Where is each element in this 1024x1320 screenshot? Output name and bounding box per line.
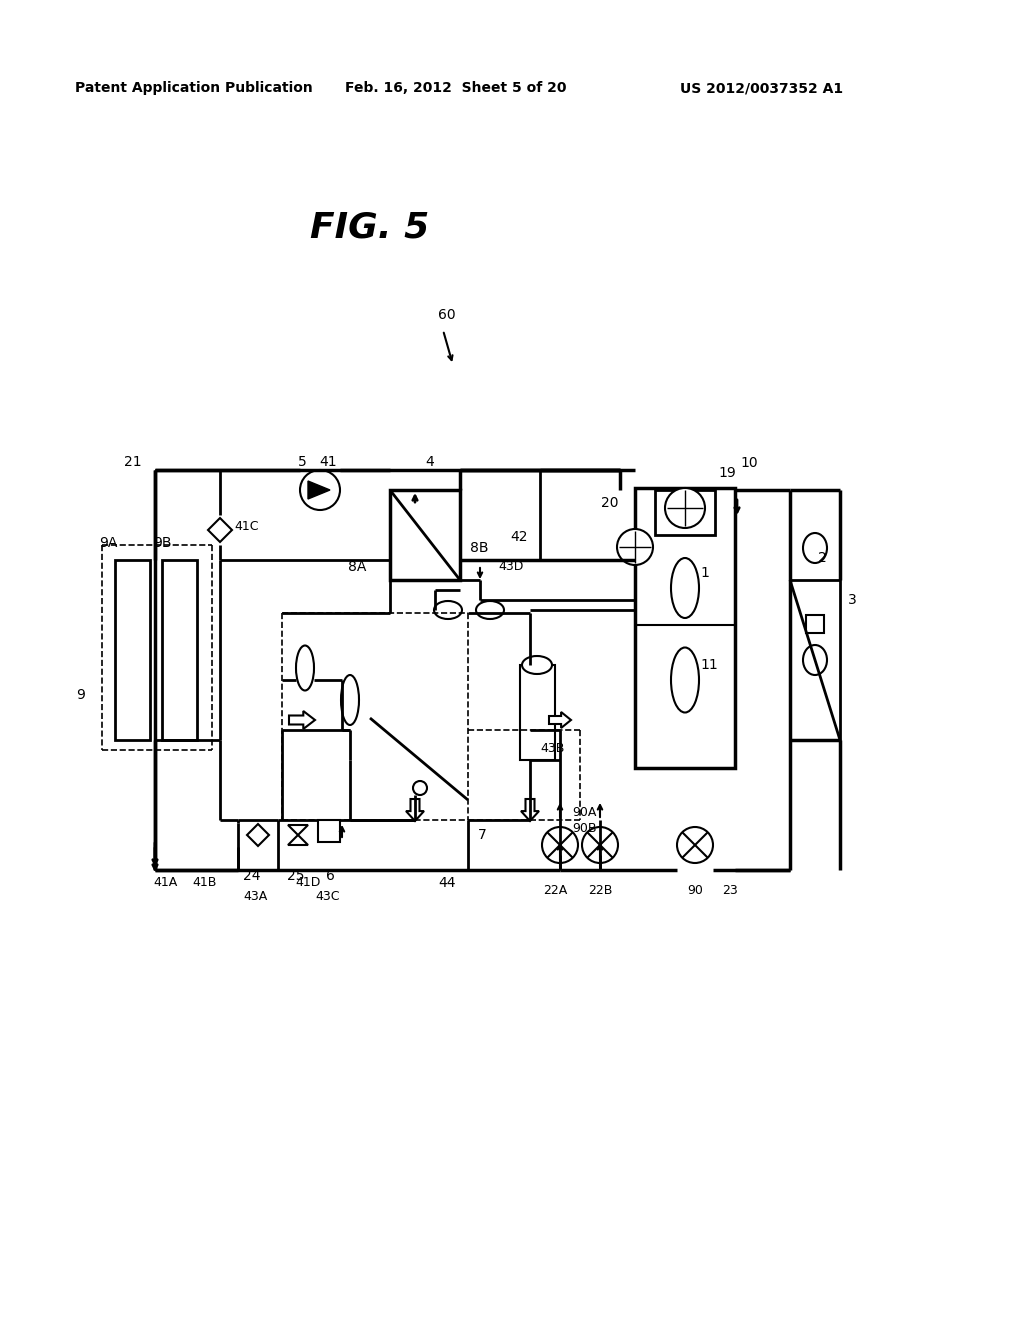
Text: 43A: 43A (244, 891, 268, 903)
Text: 6: 6 (326, 869, 335, 883)
Text: 90A: 90A (572, 805, 596, 818)
Ellipse shape (341, 675, 359, 725)
Ellipse shape (803, 533, 827, 564)
Text: Feb. 16, 2012  Sheet 5 of 20: Feb. 16, 2012 Sheet 5 of 20 (345, 81, 566, 95)
Text: 90B: 90B (572, 821, 597, 834)
Bar (655, 490, 715, 535)
Text: 41: 41 (319, 455, 337, 469)
Bar (790, 579, 840, 741)
Text: 43B: 43B (540, 742, 564, 755)
Text: 41A: 41A (153, 876, 177, 890)
Ellipse shape (296, 645, 314, 690)
Text: 25: 25 (288, 869, 305, 883)
Circle shape (677, 828, 713, 863)
Text: 41B: 41B (193, 876, 217, 890)
Text: 60: 60 (438, 308, 456, 322)
Circle shape (617, 529, 653, 565)
Text: 21: 21 (124, 455, 142, 469)
Bar (520, 665, 555, 760)
Text: 11: 11 (700, 657, 718, 672)
Text: 44: 44 (438, 876, 456, 890)
Text: 3: 3 (848, 593, 857, 607)
Text: 20: 20 (600, 496, 618, 510)
Ellipse shape (803, 645, 827, 675)
Text: 22B: 22B (588, 883, 612, 896)
Text: 43D: 43D (498, 561, 523, 573)
Text: 43C: 43C (315, 891, 340, 903)
Ellipse shape (434, 601, 462, 619)
Text: 9B: 9B (153, 536, 171, 550)
Polygon shape (247, 824, 269, 846)
Polygon shape (288, 825, 308, 836)
Ellipse shape (522, 656, 552, 675)
Text: Patent Application Publication: Patent Application Publication (75, 81, 312, 95)
Polygon shape (406, 799, 424, 821)
Text: 19: 19 (718, 466, 736, 480)
Text: US 2012/0037352 A1: US 2012/0037352 A1 (680, 81, 843, 95)
Text: 8A: 8A (348, 560, 367, 574)
Text: 42: 42 (510, 531, 527, 544)
Circle shape (665, 488, 705, 528)
Polygon shape (549, 711, 571, 729)
Text: 9: 9 (76, 688, 85, 702)
Text: 10: 10 (740, 455, 758, 470)
Circle shape (413, 781, 427, 795)
Text: 41C: 41C (234, 520, 258, 532)
Polygon shape (288, 836, 308, 845)
Text: 1: 1 (700, 566, 709, 579)
Bar (806, 615, 824, 634)
Bar (635, 488, 735, 768)
Text: 7: 7 (477, 828, 486, 842)
Text: 23: 23 (722, 883, 738, 896)
Text: 4: 4 (426, 455, 434, 469)
Polygon shape (521, 799, 539, 821)
Circle shape (300, 470, 340, 510)
Bar (115, 560, 150, 741)
Circle shape (582, 828, 618, 863)
Polygon shape (208, 517, 232, 543)
Text: 90: 90 (687, 883, 702, 896)
Text: 8B: 8B (470, 541, 488, 554)
Text: 24: 24 (244, 869, 261, 883)
Text: 9A: 9A (98, 536, 117, 550)
Text: 41D: 41D (295, 876, 321, 890)
Ellipse shape (671, 558, 699, 618)
Text: 5: 5 (298, 455, 306, 469)
Ellipse shape (671, 648, 699, 713)
Ellipse shape (476, 601, 504, 619)
Circle shape (542, 828, 578, 863)
Bar (162, 560, 197, 741)
Bar (390, 490, 460, 579)
Text: 22A: 22A (543, 883, 567, 896)
Text: 2: 2 (818, 550, 826, 565)
Bar (318, 820, 340, 842)
Polygon shape (289, 711, 315, 729)
Polygon shape (308, 480, 330, 499)
Text: FIG. 5: FIG. 5 (310, 211, 430, 246)
